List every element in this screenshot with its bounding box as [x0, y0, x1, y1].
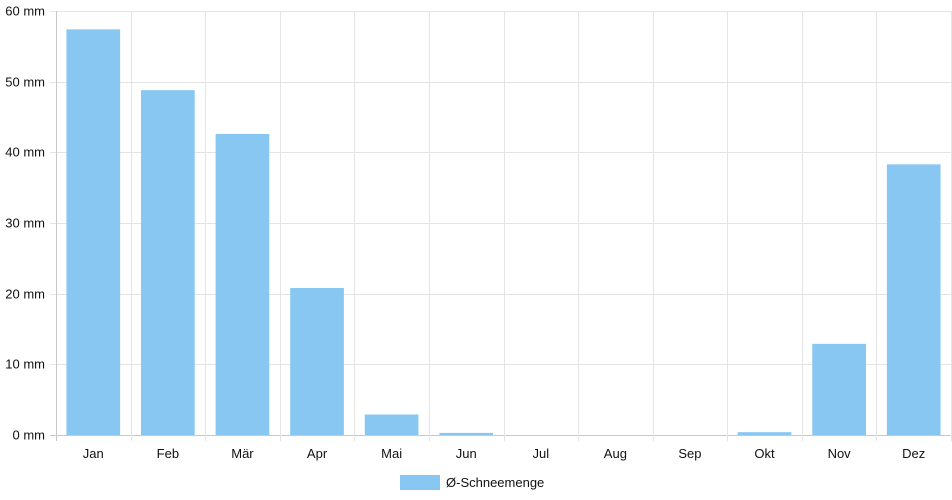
bar-mai[interactable] [364, 414, 419, 435]
legend-swatch [400, 475, 440, 490]
bar-jun[interactable] [439, 432, 494, 435]
y-tick-label: 40 mm [5, 145, 45, 160]
x-tick-label: Jun [456, 446, 477, 461]
y-tick-label: 30 mm [5, 216, 45, 231]
x-tick-label: Jan [83, 446, 104, 461]
x-axis: Jan Feb Mär Apr Mai Jun Jul Aug Sep Okt Nov Dez [83, 446, 925, 461]
bar-dez[interactable] [886, 164, 941, 435]
x-tick-label: Okt [754, 446, 775, 461]
bar-feb[interactable] [141, 90, 195, 436]
legend-label: Ø-Schneemenge [446, 475, 544, 490]
y-tick-label: 60 mm [5, 4, 45, 19]
grid-lines [50, 11, 952, 441]
bar-jan[interactable] [66, 29, 121, 436]
y-tick-label: 50 mm [5, 75, 45, 90]
y-tick-label: 0 mm [13, 428, 46, 443]
legend[interactable]: Ø-Schneemenge [400, 475, 544, 490]
x-tick-label: Apr [307, 446, 328, 461]
bar-mär[interactable] [215, 133, 270, 435]
x-tick-label: Nov [828, 446, 852, 461]
x-tick-label: Feb [157, 446, 179, 461]
x-tick-label: Sep [678, 446, 701, 461]
bar-okt[interactable] [737, 432, 792, 435]
y-axis: 0 mm 10 mm 20 mm 30 mm 40 mm 50 mm 60 mm [5, 4, 45, 443]
bar-apr[interactable] [290, 288, 344, 435]
x-tick-label: Mär [231, 446, 254, 461]
x-tick-label: Jul [532, 446, 549, 461]
x-tick-label: Aug [604, 446, 627, 461]
bar-nov[interactable] [812, 343, 866, 435]
y-tick-label: 10 mm [5, 357, 45, 372]
y-tick-label: 20 mm [5, 287, 45, 302]
bars [66, 29, 941, 436]
x-tick-label: Mai [381, 446, 402, 461]
x-tick-label: Dez [902, 446, 925, 461]
